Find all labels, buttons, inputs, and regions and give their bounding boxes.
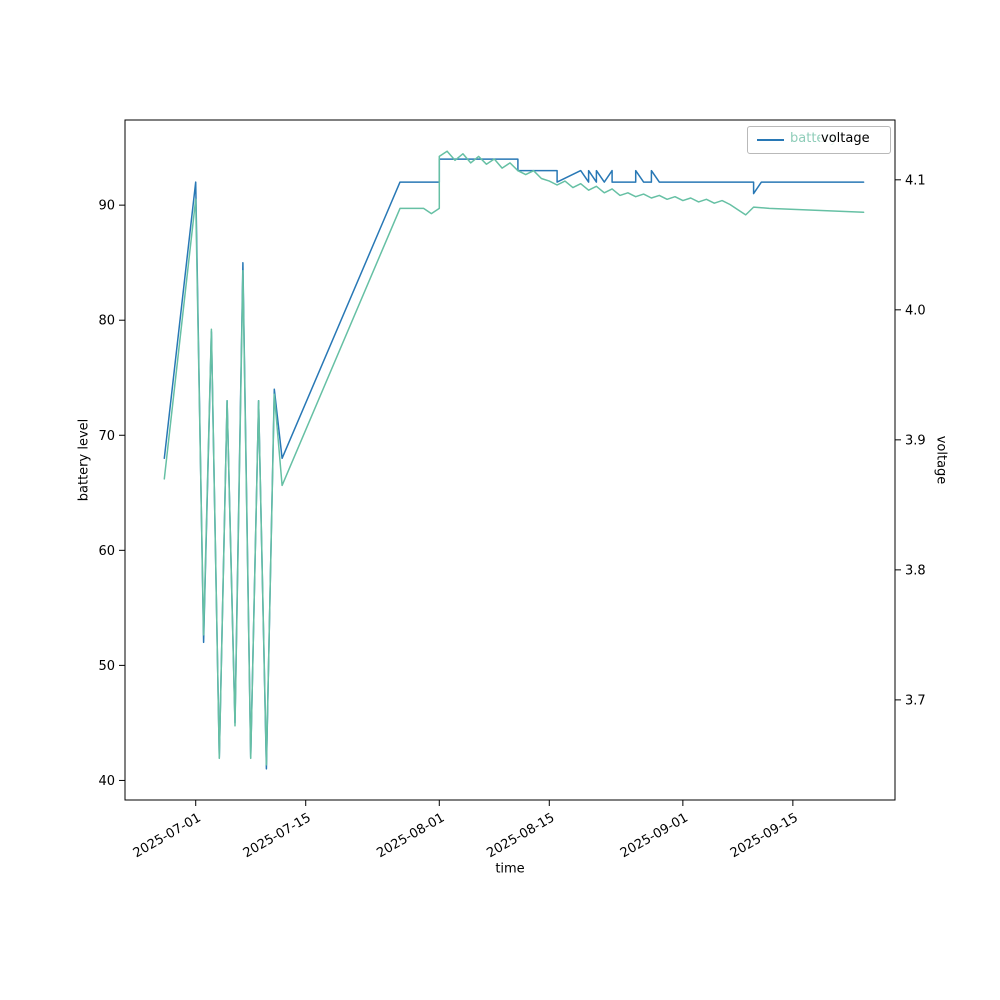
plot-frame (124, 119, 896, 801)
legend: battery voltage (747, 126, 891, 154)
y-tick-label-right: 4.0 (905, 303, 926, 318)
y-tick-label-left: 40 (98, 774, 115, 789)
legend-label-voltage: voltage (820, 131, 870, 146)
x-axis-label: time (495, 861, 525, 877)
y-tick-label-left: 60 (98, 544, 115, 559)
series-line-battery (163, 158, 865, 770)
y-tick-label-left: 70 (98, 429, 115, 444)
y-tick-label-left: 80 (98, 314, 115, 329)
x-tick-label: 2025-08-15 (484, 810, 557, 861)
y-tick-label-left: 90 (98, 199, 115, 214)
legend-line-sample (757, 139, 784, 141)
series-line-voltage (163, 150, 865, 766)
y-tick-label-left: 50 (98, 659, 115, 674)
y-tick-label-right: 3.8 (905, 563, 926, 578)
y-tick-label-right: 3.7 (905, 693, 926, 708)
x-tick-label: 2025-09-01 (618, 810, 691, 861)
y-axis-label-right: voltage (933, 435, 949, 485)
y-tick-label-right: 4.1 (905, 173, 926, 188)
x-tick-label: 2025-07-15 (241, 810, 314, 861)
x-tick-label: 2025-09-15 (728, 810, 801, 861)
x-tick-label: 2025-07-01 (131, 810, 204, 861)
y-axis-label-left: battery level (76, 418, 92, 502)
y-tick-label-right: 3.9 (905, 433, 926, 448)
x-tick-label: 2025-08-01 (374, 810, 447, 861)
